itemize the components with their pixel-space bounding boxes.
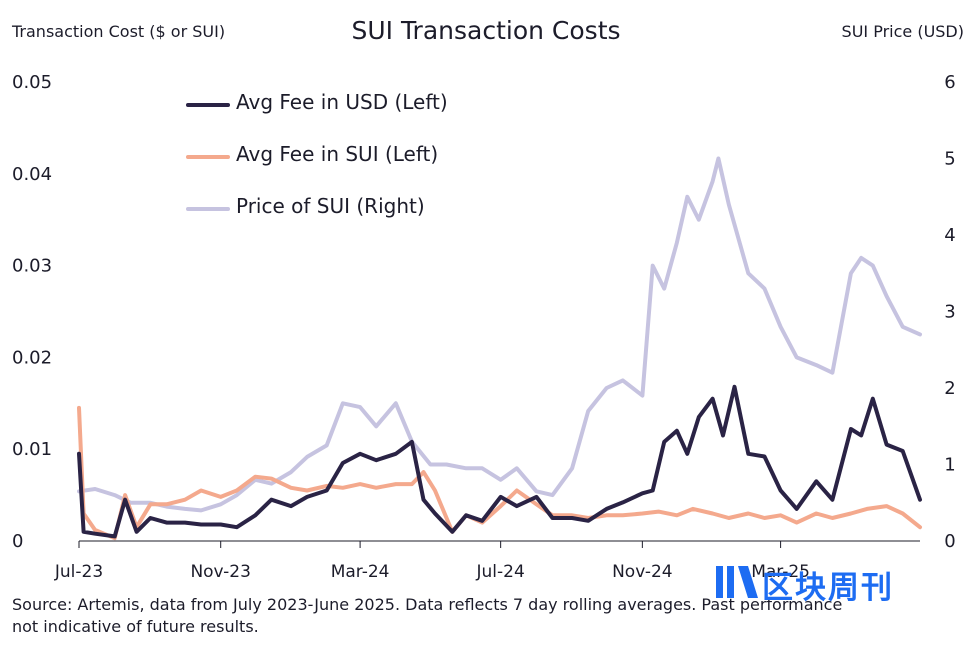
y-right-tick-label-6: 6 (944, 72, 955, 93)
plot-area: Jul-23 Nov-23 Mar-24 Jul-24 Nov-24 Mar-25 0 0.0… (12, 72, 956, 582)
watermark-icon (716, 566, 758, 598)
legend-label-sui: Avg Fee in SUI (Left) (236, 142, 439, 166)
legend-label-usd: Avg Fee in USD (Left) (236, 90, 448, 114)
right-axis-title: SUI Price (USD) (841, 22, 964, 41)
x-tick-label-2: Mar-24 (331, 562, 390, 582)
x-tick-label-4: Nov-24 (612, 562, 673, 582)
legend-label-price: Price of SUI (Right) (236, 194, 425, 218)
y-left-tick-label-0: 0 (12, 531, 23, 552)
series-line-price (77, 156, 922, 513)
series-line-usd (77, 384, 922, 539)
y-right-tick-label-5: 5 (944, 149, 955, 170)
x-tick-label-0: Jul-23 (54, 562, 103, 582)
watermark-text: 区块周刊 (762, 570, 894, 606)
chart-title: SUI Transaction Costs (351, 16, 621, 45)
y-left-tick-label-2: 0.02 (12, 347, 52, 368)
y-right-tick-label-0: 0 (944, 531, 955, 552)
legend-swatch-price (186, 207, 230, 211)
y-left-tick-label-1: 0.01 (12, 439, 52, 460)
x-tick-label-5: Mar-25 (751, 562, 810, 582)
source-note: Source: Artemis, data from July 2023-Jun… (12, 595, 843, 636)
series-line-sui (77, 405, 922, 541)
legend-swatch-sui (186, 155, 230, 159)
y-right-tick-label-3: 3 (944, 302, 955, 323)
y-left-tick-label-5: 0.05 (12, 72, 52, 93)
y-right-tick-label-1: 1 (944, 455, 955, 476)
left-axis-title: Transaction Cost ($ or SUI) (12, 22, 226, 41)
y-left-tick-label-3: 0.03 (12, 256, 52, 277)
x-tick-label-3: Jul-24 (476, 562, 525, 582)
x-tick-label-1: Nov-23 (190, 562, 251, 582)
legend-swatch-usd (186, 103, 230, 107)
watermark-logo: 区块周刊 (714, 560, 950, 606)
y-right-tick-label-2: 2 (944, 378, 955, 399)
y-right-tick-label-4: 4 (944, 225, 955, 246)
y-left-tick-label-4: 0.04 (12, 164, 52, 185)
